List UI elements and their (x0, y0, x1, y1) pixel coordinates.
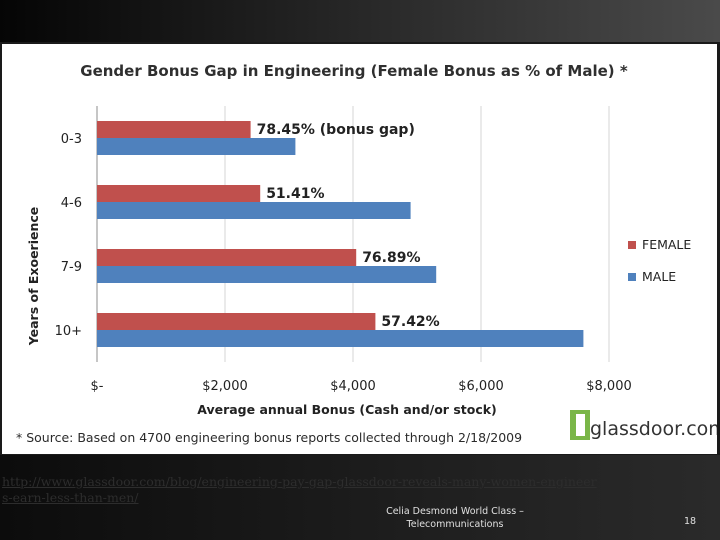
y-axis-title: Years of Exoerience (26, 207, 41, 347)
logo-text: glassdoor.com (590, 418, 717, 440)
category-label: 4-6 (61, 196, 82, 211)
footer-line-2: Telecommunications (406, 519, 504, 530)
bar-female (97, 185, 261, 202)
page-number: 18 (684, 516, 697, 527)
x-tick-label: $6,000 (458, 379, 504, 394)
category-label: 10+ (55, 324, 82, 339)
chart-title: Gender Bonus Gap in Engineering (Female … (80, 62, 628, 80)
x-tick-label: $- (91, 379, 104, 394)
legend-swatch (628, 241, 636, 249)
slide-header-band (0, 0, 720, 42)
slide-footer-band (0, 455, 720, 540)
bar-female (97, 249, 357, 266)
footer-line-1: Celia Desmond World Class – (386, 506, 524, 517)
x-tick-label: $2,000 (202, 379, 248, 394)
category-label: 7-9 (61, 260, 82, 275)
glassdoor-logo: glassdoor.com (570, 410, 717, 440)
bar-female (97, 313, 376, 330)
source-note: * Source: Based on 4700 engineering bonu… (16, 430, 522, 445)
chart-panel: Gender Bonus Gap in Engineering (Female … (2, 44, 717, 454)
x-axis-title: Average annual Bonus (Cash and/or stock) (197, 402, 497, 417)
source-url-link[interactable]: http://www.glassdoor.com/blog/engineerin… (2, 474, 597, 505)
legend-swatch (628, 273, 636, 281)
bars (97, 121, 584, 347)
legend-label: MALE (642, 269, 676, 284)
bar-male (97, 266, 437, 283)
bar-male (97, 202, 411, 219)
category-label: 0-3 (61, 132, 82, 147)
legend: FEMALE MALE (628, 237, 691, 284)
bar-female (97, 121, 251, 138)
data-label: 78.45% (bonus gap) (257, 122, 415, 138)
data-label: 57.42% (381, 314, 439, 330)
labels: $- $2,000 $4,000 $6,000 $8,000 0-3 78.45% (bon… (55, 122, 632, 394)
x-tick-label: $8,000 (586, 379, 632, 394)
bar-chart: Gender Bonus Gap in Engineering (Female … (16, 62, 717, 445)
x-tick-label: $4,000 (330, 379, 376, 394)
legend-label: FEMALE (642, 237, 691, 252)
glassdoor-door-inner (576, 414, 585, 436)
bar-male (97, 138, 296, 155)
footer-caption: Celia Desmond World Class – Telecommunic… (360, 505, 550, 531)
data-label: 76.89% (362, 250, 420, 266)
data-label: 51.41% (266, 186, 324, 202)
bar-male (97, 330, 584, 347)
